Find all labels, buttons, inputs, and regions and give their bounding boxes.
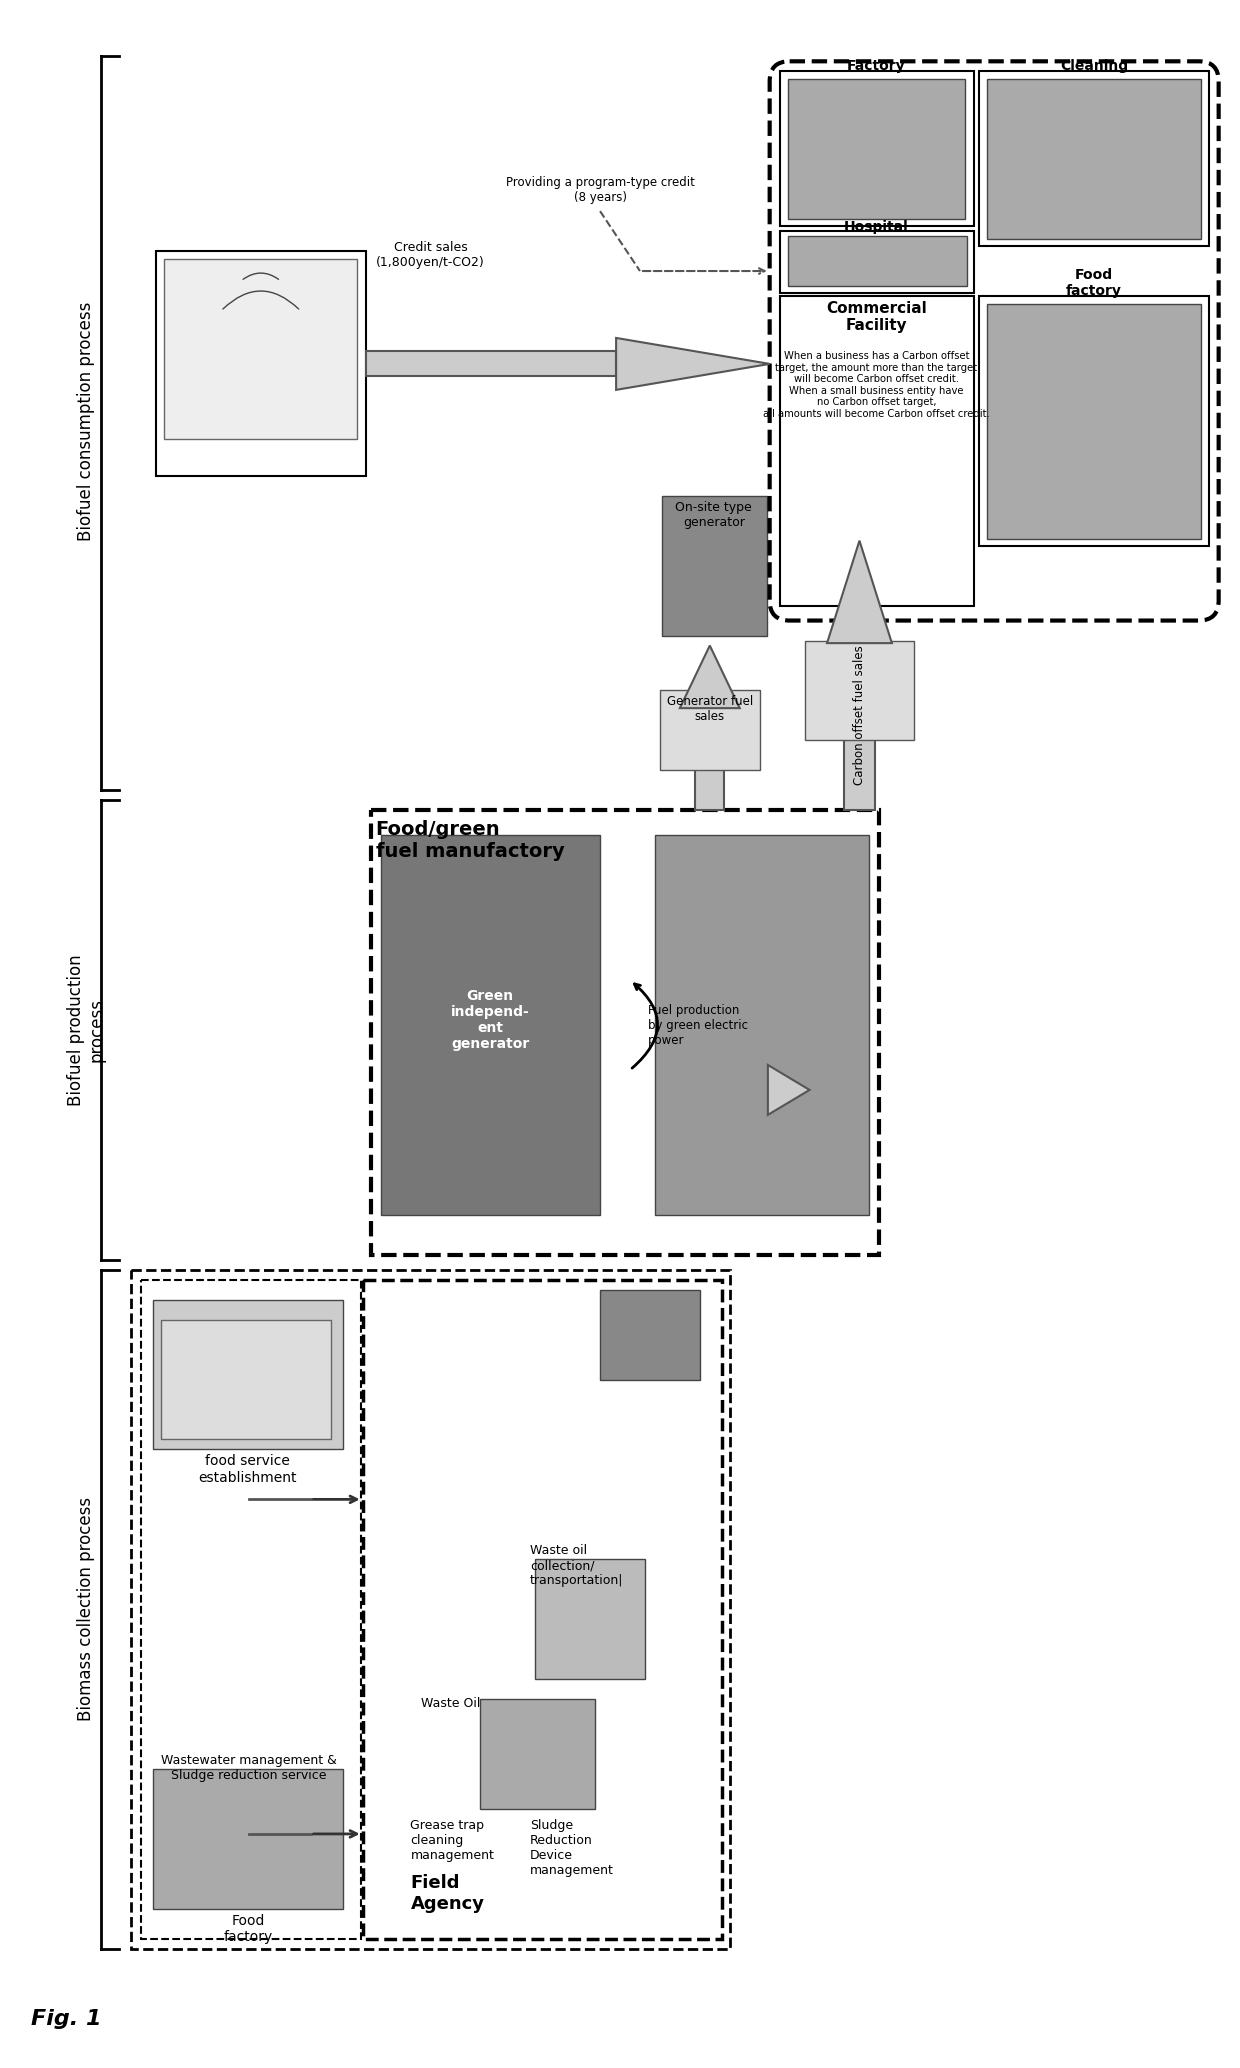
Bar: [780, 296, 975, 606]
Bar: [787, 79, 965, 219]
Text: Biomass collection process: Biomass collection process: [77, 1497, 95, 1721]
Text: Waste Oil: Waste Oil: [420, 1698, 480, 1710]
Bar: [699, 1077, 768, 1102]
Text: Factory: Factory: [847, 60, 905, 72]
Text: Food
factory: Food factory: [223, 1913, 273, 1944]
Bar: [141, 1280, 361, 1940]
Text: Hospital: Hospital: [844, 219, 909, 234]
Bar: [987, 304, 1200, 538]
Bar: [660, 691, 760, 771]
Bar: [805, 641, 914, 740]
Text: Biofuel consumption process: Biofuel consumption process: [77, 302, 95, 540]
Text: Green
independ-
ent
generator: Green independ- ent generator: [451, 989, 529, 1051]
Bar: [780, 232, 975, 294]
Text: Waste oil
collection/
transportation|: Waste oil collection/ transportation|: [531, 1545, 624, 1588]
Text: Fig. 1: Fig. 1: [31, 2008, 102, 2029]
Bar: [980, 70, 1209, 246]
Text: Cleaning: Cleaning: [1060, 60, 1128, 72]
Text: Grease trap
cleaning
management: Grease trap cleaning management: [410, 1820, 495, 1861]
Bar: [987, 79, 1200, 240]
Text: When a business has a Carbon offset
target, the amount more than the target
will: When a business has a Carbon offset targ…: [763, 352, 990, 420]
Bar: [787, 236, 967, 285]
Text: On-site type
generator: On-site type generator: [676, 500, 753, 529]
Bar: [600, 1290, 699, 1379]
Text: Food/green
fuel manufactory: Food/green fuel manufactory: [376, 821, 564, 860]
Polygon shape: [827, 540, 892, 643]
Bar: [161, 1319, 331, 1439]
Bar: [153, 1768, 342, 1909]
Bar: [844, 643, 875, 811]
Bar: [362, 1280, 722, 1940]
Polygon shape: [680, 645, 740, 707]
Bar: [371, 811, 879, 1255]
Bar: [655, 835, 869, 1214]
Text: Fuel production
by green electric
power: Fuel production by green electric power: [649, 1003, 748, 1046]
Polygon shape: [616, 337, 770, 391]
Text: Food
factory: Food factory: [1066, 267, 1122, 298]
Bar: [696, 707, 724, 811]
Bar: [980, 296, 1209, 546]
Text: Commercial
Facility: Commercial Facility: [826, 302, 926, 333]
Bar: [780, 70, 975, 225]
Text: Sludge
Reduction
Device
management: Sludge Reduction Device management: [531, 1820, 614, 1878]
Text: Carbon offset fuel sales: Carbon offset fuel sales: [853, 645, 866, 786]
Bar: [381, 835, 600, 1214]
Polygon shape: [768, 1065, 810, 1115]
Text: Wastewater management &
Sludge reduction service: Wastewater management & Sludge reduction…: [161, 1754, 337, 1783]
Text: Field
Agency: Field Agency: [410, 1874, 485, 1913]
Bar: [131, 1270, 730, 1948]
Bar: [156, 250, 366, 476]
Bar: [662, 496, 766, 635]
Text: Providing a program-type credit
(8 years): Providing a program-type credit (8 years…: [506, 176, 694, 205]
Bar: [164, 258, 357, 438]
Bar: [366, 352, 616, 376]
Bar: [153, 1299, 342, 1450]
Text: Biofuel production
process: Biofuel production process: [67, 953, 105, 1106]
Text: food service
establishment: food service establishment: [198, 1454, 298, 1485]
Bar: [536, 1559, 645, 1679]
Text: Credit sales
(1,800yen/t-CO2): Credit sales (1,800yen/t-CO2): [376, 242, 485, 269]
Bar: [480, 1700, 595, 1810]
Text: Generator fuel
sales: Generator fuel sales: [667, 695, 753, 724]
